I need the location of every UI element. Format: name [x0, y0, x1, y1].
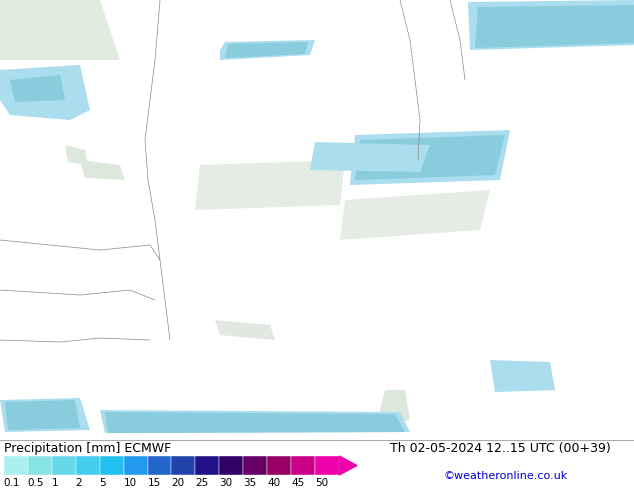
Polygon shape — [80, 160, 125, 180]
Polygon shape — [0, 65, 90, 120]
Text: 30: 30 — [219, 478, 233, 488]
Polygon shape — [310, 142, 430, 172]
Bar — [268, 456, 291, 475]
Bar — [219, 456, 243, 475]
Bar — [100, 456, 124, 475]
Text: 50: 50 — [315, 478, 328, 488]
Polygon shape — [475, 5, 634, 48]
Text: 15: 15 — [148, 478, 161, 488]
Polygon shape — [225, 42, 308, 58]
Polygon shape — [468, 0, 634, 50]
Bar — [171, 456, 195, 475]
Text: Precipitation [mm] ECMWF: Precipitation [mm] ECMWF — [4, 441, 171, 455]
Bar — [315, 456, 339, 475]
Polygon shape — [350, 130, 510, 185]
Polygon shape — [339, 456, 357, 475]
Polygon shape — [490, 360, 555, 392]
Text: 1: 1 — [52, 478, 58, 488]
Polygon shape — [10, 75, 65, 102]
Bar — [4, 456, 28, 475]
Text: 40: 40 — [268, 478, 280, 488]
Text: ©weatheronline.co.uk: ©weatheronline.co.uk — [444, 471, 568, 481]
Text: 10: 10 — [124, 478, 137, 488]
Polygon shape — [215, 320, 275, 340]
Polygon shape — [65, 145, 88, 165]
Text: Th 02-05-2024 12..15 UTC (00+39): Th 02-05-2024 12..15 UTC (00+39) — [390, 441, 611, 455]
Polygon shape — [340, 190, 490, 240]
Text: 0.1: 0.1 — [4, 478, 20, 488]
Text: 2: 2 — [75, 478, 82, 488]
Bar — [243, 456, 268, 475]
Bar — [28, 456, 52, 475]
Bar — [291, 456, 315, 475]
Text: 0.5: 0.5 — [28, 478, 44, 488]
Bar — [75, 456, 100, 475]
Bar — [52, 456, 75, 475]
Polygon shape — [195, 160, 345, 210]
Polygon shape — [355, 135, 505, 180]
Text: 35: 35 — [243, 478, 257, 488]
Polygon shape — [0, 398, 90, 432]
Text: 20: 20 — [171, 478, 184, 488]
Polygon shape — [0, 0, 120, 60]
Text: 25: 25 — [195, 478, 209, 488]
Polygon shape — [5, 400, 80, 430]
Bar — [124, 456, 148, 475]
Text: 5: 5 — [100, 478, 107, 488]
Polygon shape — [105, 412, 405, 433]
Polygon shape — [100, 410, 410, 433]
Bar — [148, 456, 171, 475]
Bar — [195, 456, 219, 475]
Text: 45: 45 — [291, 478, 304, 488]
Polygon shape — [220, 40, 315, 60]
Polygon shape — [380, 390, 410, 425]
